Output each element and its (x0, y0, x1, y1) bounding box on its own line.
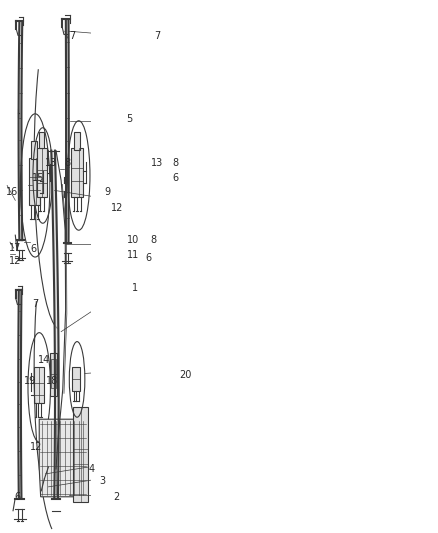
Text: 6: 6 (14, 492, 20, 502)
Text: 2: 2 (113, 492, 120, 502)
Text: 7: 7 (32, 299, 39, 309)
Text: 7: 7 (69, 31, 75, 41)
Bar (71, 148, 83, 197)
Text: 11: 11 (127, 250, 139, 260)
FancyBboxPatch shape (28, 158, 40, 205)
Bar (51, 359, 56, 389)
Text: 9: 9 (105, 188, 111, 197)
Text: 16: 16 (6, 188, 18, 197)
Text: 1: 1 (132, 283, 138, 293)
Bar (31, 141, 37, 158)
Bar (74, 132, 80, 150)
Text: 7: 7 (154, 31, 160, 41)
Text: 4: 4 (89, 464, 95, 474)
Bar (72, 367, 80, 391)
Text: 8: 8 (64, 158, 71, 167)
Text: 12: 12 (9, 256, 21, 266)
Text: 18: 18 (46, 376, 59, 386)
Text: 3: 3 (99, 476, 105, 486)
Text: 17: 17 (9, 243, 21, 253)
Text: 12: 12 (111, 203, 124, 213)
Bar (37, 148, 47, 197)
Text: 6: 6 (146, 253, 152, 263)
Polygon shape (39, 419, 88, 497)
Text: 13: 13 (151, 158, 163, 167)
Text: 13: 13 (45, 158, 57, 167)
Text: 8: 8 (151, 235, 157, 245)
Text: 15: 15 (32, 173, 44, 183)
Bar (50, 352, 57, 397)
Text: 5: 5 (127, 114, 133, 124)
Bar (33, 367, 44, 403)
Text: 6: 6 (173, 173, 179, 183)
Text: 19: 19 (24, 376, 36, 386)
Bar (73, 407, 88, 502)
Text: 14: 14 (38, 354, 50, 365)
Text: 8: 8 (173, 158, 179, 167)
Bar (39, 132, 44, 148)
Text: 10: 10 (127, 235, 139, 245)
Text: 12: 12 (30, 442, 42, 452)
Text: 6: 6 (30, 244, 36, 254)
Text: 20: 20 (179, 370, 191, 381)
